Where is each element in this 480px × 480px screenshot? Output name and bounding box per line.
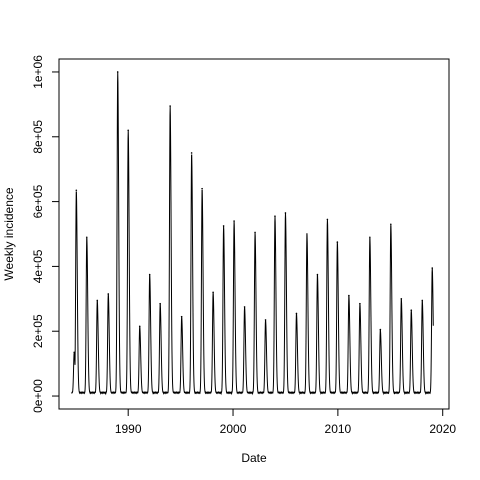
season-peak-point: [316, 273, 319, 276]
season-peak-point: [73, 351, 75, 354]
season-peak-point: [326, 218, 329, 221]
season-peak-point: [212, 291, 214, 294]
season-peak-point: [159, 302, 161, 305]
season-peak-point: [431, 267, 434, 269]
season-peak-point: [96, 299, 99, 302]
season-peak-point: [107, 293, 110, 295]
season-peak-point: [369, 236, 371, 239]
x-axis-label: Date: [241, 451, 267, 465]
y-tick-label: 4e+05: [31, 249, 45, 283]
x-tick-label: 2020: [429, 422, 456, 436]
season-peak-point: [359, 302, 361, 305]
season-peak-point: [390, 223, 392, 226]
season-peak-point: [127, 129, 129, 132]
season-peak-point: [201, 187, 203, 190]
season-peak-point: [222, 225, 225, 227]
season-peak-point: [348, 294, 350, 297]
y-axis: 0e+00 2e+05 4e+05 6e+05 8e+05 1e+06: [31, 55, 60, 413]
season-peak-point: [254, 231, 256, 234]
y-tick-label: 8e+05: [31, 120, 45, 154]
season-peak-point: [379, 328, 382, 331]
season-peak-point: [243, 306, 246, 308]
season-peak-point: [138, 325, 141, 328]
season-peak-point: [284, 212, 287, 214]
y-tick-label: 1e+06: [31, 55, 45, 89]
x-tick-label: 2000: [220, 422, 247, 436]
season-peak-point: [295, 312, 298, 315]
season-peak-point: [410, 309, 413, 311]
y-tick-label: 2e+05: [31, 314, 45, 348]
season-peak-point: [169, 105, 171, 107]
season-peak-point: [400, 298, 403, 300]
season-peak-point: [264, 319, 267, 321]
series-layer: [71, 71, 434, 396]
season-peak-point: [85, 236, 88, 239]
y-axis-label: Weekly incidence: [2, 187, 16, 280]
season-peak-point: [180, 315, 183, 318]
season-peak-point: [274, 215, 276, 217]
y-tick-label: 6e+05: [31, 184, 45, 218]
x-axis: 1990 2000 2010 2020: [115, 408, 456, 436]
season-peak-point: [421, 299, 424, 302]
y-tick-label: 0e+00: [31, 379, 45, 413]
x-tick-label: 2010: [325, 422, 352, 436]
season-peak-point: [116, 71, 119, 73]
weekly-incidence-line: [71, 72, 434, 396]
season-peak-point: [233, 220, 235, 222]
season-peak-point: [190, 152, 193, 154]
x-tick-label: 1990: [115, 422, 142, 436]
season-peak-point: [336, 241, 339, 243]
season-peak-point: [306, 233, 308, 235]
season-peak-point: [75, 189, 78, 192]
season-peak-point: [148, 273, 151, 276]
